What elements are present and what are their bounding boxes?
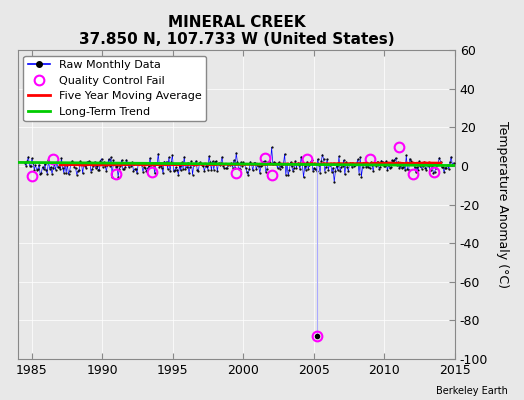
Legend: Raw Monthly Data, Quality Control Fail, Five Year Moving Average, Long-Term Tren: Raw Monthly Data, Quality Control Fail, …	[24, 56, 206, 121]
Text: Berkeley Earth: Berkeley Earth	[436, 386, 508, 396]
Title: MINERAL CREEK
37.850 N, 107.733 W (United States): MINERAL CREEK 37.850 N, 107.733 W (Unite…	[79, 15, 394, 47]
Y-axis label: Temperature Anomaly (°C): Temperature Anomaly (°C)	[496, 121, 509, 288]
